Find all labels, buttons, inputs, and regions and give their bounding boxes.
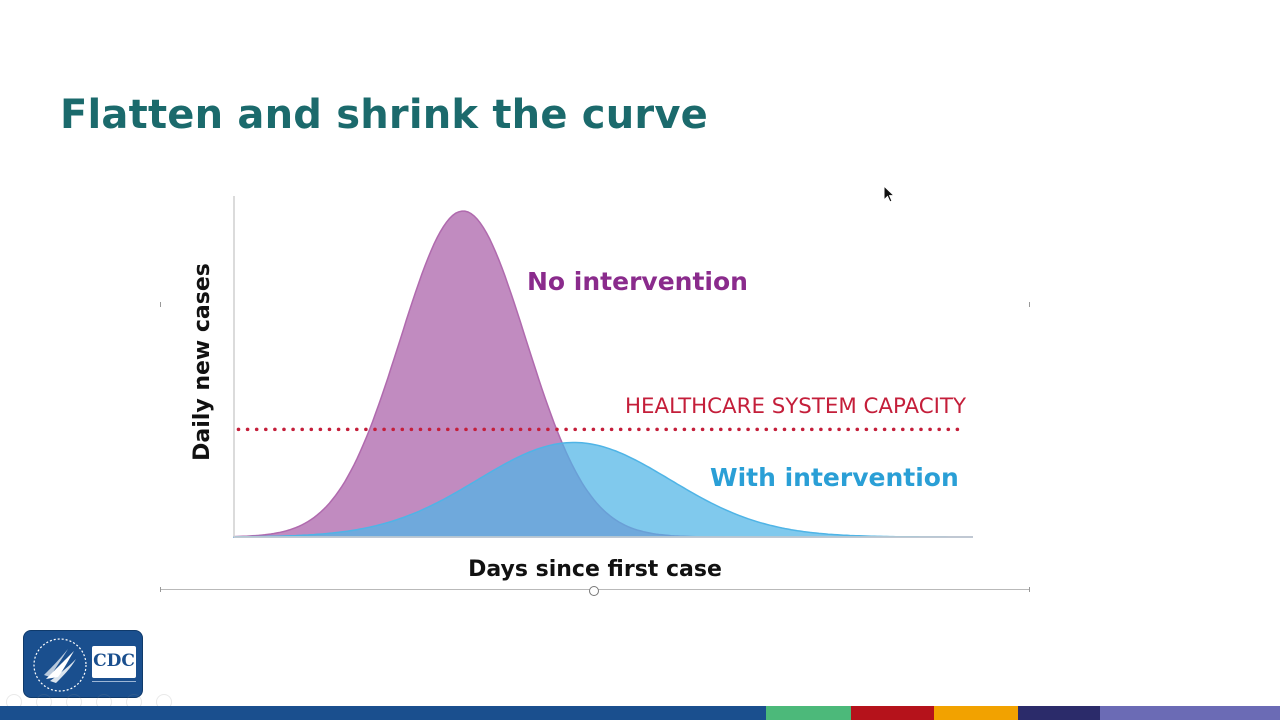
- slideshow-controls[interactable]: [6, 694, 172, 710]
- footer-bar-segment: [1018, 706, 1100, 720]
- cdc-logo-text: CDC: [93, 651, 135, 671]
- no-intervention-label: No intervention: [527, 267, 748, 296]
- slide-title: Flatten and shrink the curve: [60, 92, 708, 138]
- cdc-badge: [92, 646, 136, 678]
- mouse-pointer-icon: [883, 185, 896, 203]
- footer-bar-segment: [0, 706, 766, 720]
- hhs-eagle-icon: [33, 638, 87, 692]
- footer-bar-segment: [934, 706, 1018, 720]
- x-axis-label: Days since first case: [468, 557, 722, 582]
- with-intervention-label: With intervention: [710, 463, 959, 492]
- footer-bar-segment: [1100, 706, 1280, 720]
- cdc-logo: CDC: [23, 630, 143, 698]
- footer-color-bar: [0, 706, 1280, 720]
- with-intervention-curve: [233, 441, 973, 538]
- cdc-logo-subline: [92, 681, 136, 688]
- footer-bar-segment: [766, 706, 851, 720]
- footer-bar-segment: [851, 706, 934, 720]
- y-axis-label: Daily new cases: [190, 263, 215, 461]
- capacity-label: HEALTHCARE SYSTEM CAPACITY: [625, 394, 966, 418]
